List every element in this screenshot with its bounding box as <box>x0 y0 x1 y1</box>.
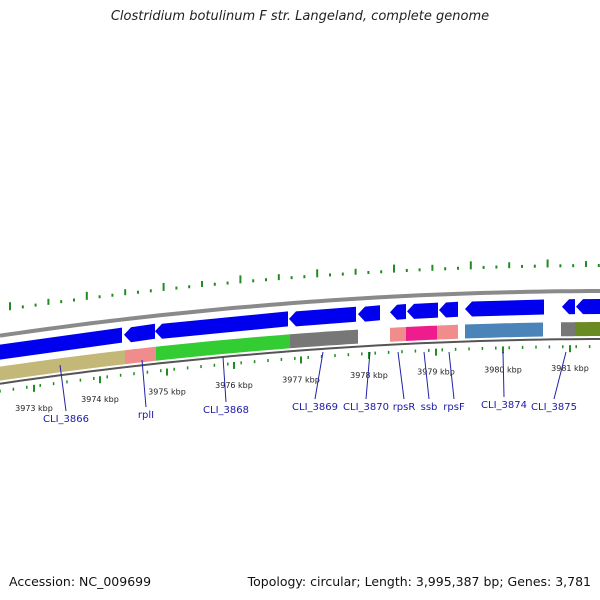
gene-label: ssb <box>421 402 438 413</box>
gene-label: CLI_3866 <box>43 414 89 425</box>
backbone-upper <box>0 289 600 338</box>
gene-block <box>290 329 358 349</box>
gene-arrow <box>407 302 438 319</box>
label-leader-line <box>423 351 430 400</box>
upper-gene-track <box>0 299 600 360</box>
position-axis: 3973 kbp 3974 kbp 3975 kbp 3976 kbp 3977 kbp… <box>0 345 591 413</box>
gene-label: CLI_3868 <box>203 405 249 416</box>
gene-arrow <box>155 311 288 339</box>
gene-arrow <box>289 306 356 327</box>
gene-label: CLI_3870 <box>343 402 389 413</box>
gene-label: rpsF <box>443 402 465 413</box>
lower-gene-track <box>0 322 600 381</box>
gene-label: rplI <box>138 410 154 421</box>
gene-block <box>437 324 458 340</box>
gene-arrow <box>358 305 380 322</box>
axis-tick-label: 3981 kbp <box>551 364 589 373</box>
gene-arrow <box>0 327 122 360</box>
gc-content-ticks <box>9 259 600 311</box>
axis-tick-label: 3978 kbp <box>350 371 388 380</box>
axis-tick-label: 3974 kbp <box>81 395 119 404</box>
label-leader-line <box>448 351 455 400</box>
gene-block <box>156 334 290 361</box>
genome-title: Clostridium botulinum F str. Langeland, … <box>110 9 490 24</box>
gene-arrow <box>439 301 458 318</box>
label-leader-line <box>59 364 67 412</box>
gene-block <box>406 325 437 341</box>
gene-block <box>390 327 406 342</box>
gene-label: CLI_3869 <box>292 402 338 413</box>
gene-block <box>561 322 575 337</box>
gene-arrow <box>576 299 600 315</box>
label-leader-line <box>502 351 505 398</box>
gene-block <box>575 322 600 337</box>
gene-label: CLI_3875 <box>531 402 577 413</box>
gene-block <box>125 346 156 365</box>
axis-tick-label: 3973 kbp <box>15 404 53 413</box>
axis-tick-label: 3975 kbp <box>148 388 186 397</box>
gene-arrow <box>124 323 155 343</box>
label-leader-line <box>365 351 371 400</box>
gene-arrow <box>562 299 575 315</box>
backbone-lower <box>0 338 600 385</box>
label-leader-line <box>222 356 227 403</box>
gene-label: rpsR <box>393 402 416 413</box>
label-leader-line <box>397 351 405 400</box>
axis-tick-label: 3976 kbp <box>215 381 253 390</box>
gene-block <box>465 322 543 339</box>
gene-label: CLI_3874 <box>481 400 527 411</box>
genome-summary-text: Topology: circular; Length: 3,995,387 bp… <box>247 574 591 589</box>
gene-arrow <box>465 299 544 317</box>
accession-text: Accession: NC_009699 <box>9 574 152 589</box>
gene-arrow <box>390 304 406 320</box>
genome-backbone <box>0 289 600 385</box>
axis-tick-label: 3977 kbp <box>282 375 320 384</box>
axis-tick-label: 3979 kbp <box>417 368 455 377</box>
gene-block <box>0 350 125 381</box>
gene-labels: CLI_3866 rplI CLI_3868 CLI_3869 CLI_3870 rpsR… <box>43 351 577 425</box>
label-leader-line <box>553 351 567 400</box>
label-leader-line <box>141 359 147 408</box>
label-leader-line <box>314 351 324 400</box>
